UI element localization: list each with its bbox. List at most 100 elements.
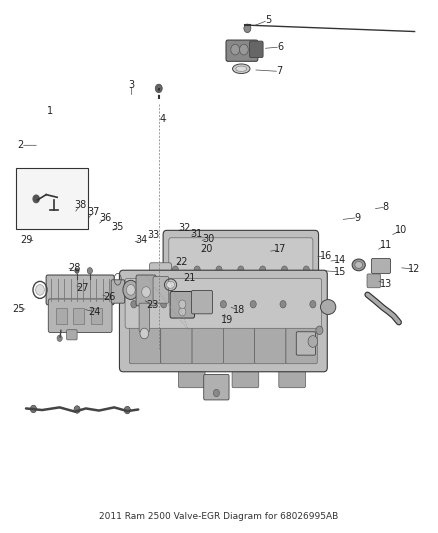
FancyBboxPatch shape xyxy=(286,321,317,364)
FancyBboxPatch shape xyxy=(226,40,258,61)
FancyBboxPatch shape xyxy=(172,301,195,349)
Circle shape xyxy=(142,287,150,297)
Text: 36: 36 xyxy=(99,213,112,223)
Text: 21: 21 xyxy=(183,273,195,283)
Circle shape xyxy=(140,328,149,339)
FancyBboxPatch shape xyxy=(170,292,194,318)
Text: 22: 22 xyxy=(176,257,188,267)
Circle shape xyxy=(131,301,137,308)
Text: 17: 17 xyxy=(274,245,286,254)
Circle shape xyxy=(124,406,131,414)
Text: 33: 33 xyxy=(147,230,159,240)
FancyBboxPatch shape xyxy=(223,321,254,364)
Circle shape xyxy=(123,280,139,300)
Circle shape xyxy=(179,308,186,316)
Circle shape xyxy=(87,268,92,274)
Text: 13: 13 xyxy=(380,279,392,288)
Circle shape xyxy=(57,335,62,342)
Text: 12: 12 xyxy=(408,264,421,274)
Text: 26: 26 xyxy=(103,292,115,302)
Text: 28: 28 xyxy=(69,263,81,272)
Text: 6: 6 xyxy=(277,42,283,52)
FancyBboxPatch shape xyxy=(264,301,287,349)
Text: 11: 11 xyxy=(380,240,392,250)
FancyBboxPatch shape xyxy=(173,345,308,369)
Text: 23: 23 xyxy=(146,300,159,310)
FancyBboxPatch shape xyxy=(279,365,305,387)
FancyBboxPatch shape xyxy=(111,280,125,303)
FancyBboxPatch shape xyxy=(48,299,112,333)
Circle shape xyxy=(127,285,135,295)
Circle shape xyxy=(213,389,219,397)
FancyBboxPatch shape xyxy=(195,301,218,349)
Text: 7: 7 xyxy=(276,67,283,76)
FancyBboxPatch shape xyxy=(163,230,318,356)
FancyBboxPatch shape xyxy=(120,270,327,372)
FancyBboxPatch shape xyxy=(296,332,315,355)
FancyBboxPatch shape xyxy=(139,303,150,332)
FancyBboxPatch shape xyxy=(125,278,321,328)
Circle shape xyxy=(250,301,256,308)
Ellipse shape xyxy=(321,300,336,314)
FancyBboxPatch shape xyxy=(191,290,212,314)
Text: 18: 18 xyxy=(233,305,245,315)
Circle shape xyxy=(260,266,266,273)
Circle shape xyxy=(240,44,248,55)
Circle shape xyxy=(179,300,186,309)
FancyBboxPatch shape xyxy=(287,301,310,349)
Circle shape xyxy=(194,266,200,273)
FancyBboxPatch shape xyxy=(67,330,77,340)
Text: 15: 15 xyxy=(334,267,346,277)
FancyBboxPatch shape xyxy=(204,374,229,400)
FancyBboxPatch shape xyxy=(250,41,263,58)
Circle shape xyxy=(238,266,244,273)
FancyBboxPatch shape xyxy=(241,301,264,349)
Text: 37: 37 xyxy=(87,207,99,217)
Circle shape xyxy=(75,268,79,273)
Circle shape xyxy=(216,266,222,273)
Ellipse shape xyxy=(166,281,174,288)
Ellipse shape xyxy=(352,259,365,271)
Text: 35: 35 xyxy=(112,222,124,232)
Circle shape xyxy=(30,405,36,413)
FancyBboxPatch shape xyxy=(46,275,114,305)
FancyBboxPatch shape xyxy=(150,263,171,343)
Circle shape xyxy=(191,301,197,308)
Circle shape xyxy=(316,326,323,335)
Circle shape xyxy=(172,266,178,273)
Circle shape xyxy=(231,44,240,55)
Bar xyxy=(56,308,67,324)
Circle shape xyxy=(303,266,309,273)
Circle shape xyxy=(155,84,162,93)
Text: 25: 25 xyxy=(12,304,25,314)
Text: 2011 Ram 2500 Valve-EGR Diagram for 68026995AB: 2011 Ram 2500 Valve-EGR Diagram for 6802… xyxy=(99,512,339,521)
Text: 19: 19 xyxy=(221,314,233,325)
Bar xyxy=(91,308,102,324)
Ellipse shape xyxy=(233,64,250,74)
Text: 8: 8 xyxy=(383,202,389,212)
Text: 30: 30 xyxy=(202,234,214,244)
Circle shape xyxy=(310,301,316,308)
Text: 5: 5 xyxy=(265,15,271,26)
Bar xyxy=(16,168,88,229)
FancyBboxPatch shape xyxy=(136,275,156,306)
Ellipse shape xyxy=(236,66,247,71)
Circle shape xyxy=(282,266,288,273)
Text: 4: 4 xyxy=(159,114,165,124)
Text: 9: 9 xyxy=(355,213,361,223)
Circle shape xyxy=(33,195,39,203)
Text: 1: 1 xyxy=(46,106,53,116)
FancyBboxPatch shape xyxy=(161,321,192,364)
Circle shape xyxy=(74,406,80,413)
FancyBboxPatch shape xyxy=(232,365,259,387)
Circle shape xyxy=(161,301,167,308)
Text: 27: 27 xyxy=(77,283,89,293)
FancyBboxPatch shape xyxy=(153,277,169,303)
Text: 3: 3 xyxy=(129,80,135,90)
FancyBboxPatch shape xyxy=(371,259,391,273)
Text: 29: 29 xyxy=(21,235,33,245)
FancyBboxPatch shape xyxy=(218,301,241,349)
Circle shape xyxy=(280,301,286,308)
Ellipse shape xyxy=(355,262,363,268)
FancyBboxPatch shape xyxy=(254,321,286,364)
